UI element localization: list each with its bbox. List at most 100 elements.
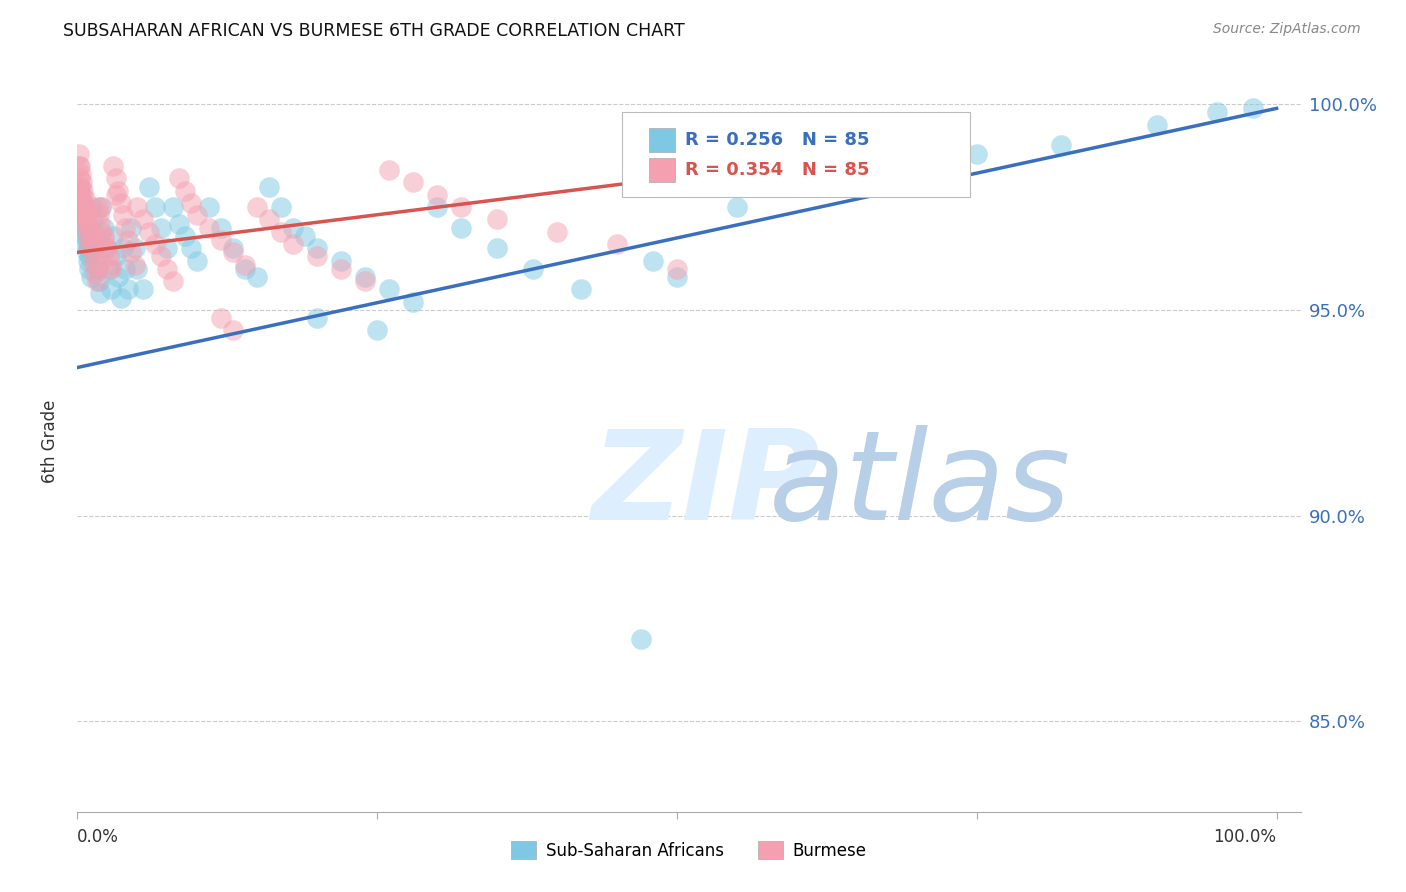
Point (307, 241, 329, 255)
Point (294, 228, 316, 243)
Point (76, 233, 98, 247)
Point (150, 220, 173, 235)
Point (209, 220, 232, 235)
Point (100, 261, 122, 276)
Point (124, 241, 146, 255)
Point (82, 212, 104, 227)
Text: R = 0.354   N = 85: R = 0.354 N = 85 (685, 161, 870, 178)
Point (77, 228, 100, 243)
Text: 0.0%: 0.0% (77, 828, 120, 847)
Point (72, 184, 94, 198)
Point (283, 237, 305, 252)
Point (79, 225, 101, 239)
Point (546, 225, 568, 239)
Point (76, 208, 98, 222)
Text: 100.0%: 100.0% (1213, 828, 1277, 847)
Point (378, 163, 401, 178)
Point (76, 245, 98, 260)
Point (70, 204, 93, 219)
Point (86, 274, 108, 288)
Point (97, 261, 120, 276)
Point (186, 253, 208, 268)
Point (76, 220, 98, 235)
Point (169, 217, 191, 231)
Point (1205, 105, 1227, 120)
Point (80, 200, 103, 214)
Point (270, 225, 292, 239)
Point (72, 208, 94, 222)
Point (127, 200, 149, 214)
Point (114, 220, 136, 235)
Point (270, 200, 292, 214)
Point (233, 261, 256, 276)
Point (77, 253, 100, 268)
Point (569, 282, 592, 296)
Point (307, 250, 329, 264)
Text: 6th Grade: 6th Grade (41, 400, 59, 483)
Point (86, 250, 108, 264)
Point (606, 237, 628, 252)
Point (1049, 138, 1071, 153)
Point (93, 228, 115, 243)
Point (450, 220, 472, 235)
Point (90, 225, 112, 239)
Point (67, 187, 90, 202)
Point (69, 184, 91, 198)
Point (486, 241, 509, 255)
Point (69, 171, 91, 186)
Point (107, 270, 129, 285)
Point (209, 233, 232, 247)
Point (450, 200, 472, 214)
Point (90, 200, 112, 214)
FancyBboxPatch shape (648, 128, 675, 152)
Point (725, 200, 748, 214)
Point (120, 220, 142, 235)
Point (73, 192, 96, 206)
Point (124, 258, 146, 272)
Point (103, 159, 125, 173)
Point (77, 241, 100, 255)
Point (174, 228, 197, 243)
Point (89, 286, 111, 301)
Point (84, 266, 107, 280)
Point (120, 245, 142, 260)
Point (665, 270, 688, 285)
Text: Source: ZipAtlas.com: Source: ZipAtlas.com (1213, 22, 1361, 37)
Point (82, 250, 104, 264)
Point (198, 200, 221, 214)
Point (70, 192, 93, 206)
Point (209, 311, 232, 326)
Point (111, 241, 134, 255)
Text: SUBSAHARAN AFRICAN VS BURMESE 6TH GRADE CORRELATION CHART: SUBSAHARAN AFRICAN VS BURMESE 6TH GRADE … (63, 22, 685, 40)
Point (233, 258, 256, 272)
Text: R = 0.256   N = 85: R = 0.256 N = 85 (685, 131, 870, 149)
Point (70, 187, 93, 202)
Point (162, 274, 184, 288)
Point (117, 282, 139, 296)
Point (75, 237, 97, 252)
Point (79, 233, 101, 247)
Point (426, 200, 449, 214)
Point (75, 212, 97, 227)
Point (1146, 118, 1168, 132)
Point (69, 179, 91, 194)
Point (156, 261, 179, 276)
Point (882, 159, 904, 173)
Point (69, 159, 91, 173)
Point (246, 200, 269, 214)
Point (402, 176, 425, 190)
Point (180, 196, 202, 211)
Point (73, 228, 96, 243)
Point (73, 217, 96, 231)
Point (138, 179, 160, 194)
Point (132, 212, 155, 227)
Point (174, 184, 197, 198)
Point (966, 146, 988, 161)
Point (75, 225, 97, 239)
Text: atlas: atlas (769, 425, 1070, 547)
Point (87, 208, 110, 222)
Point (70, 176, 93, 190)
Point (72, 212, 94, 227)
Point (641, 253, 664, 268)
Point (104, 187, 127, 202)
